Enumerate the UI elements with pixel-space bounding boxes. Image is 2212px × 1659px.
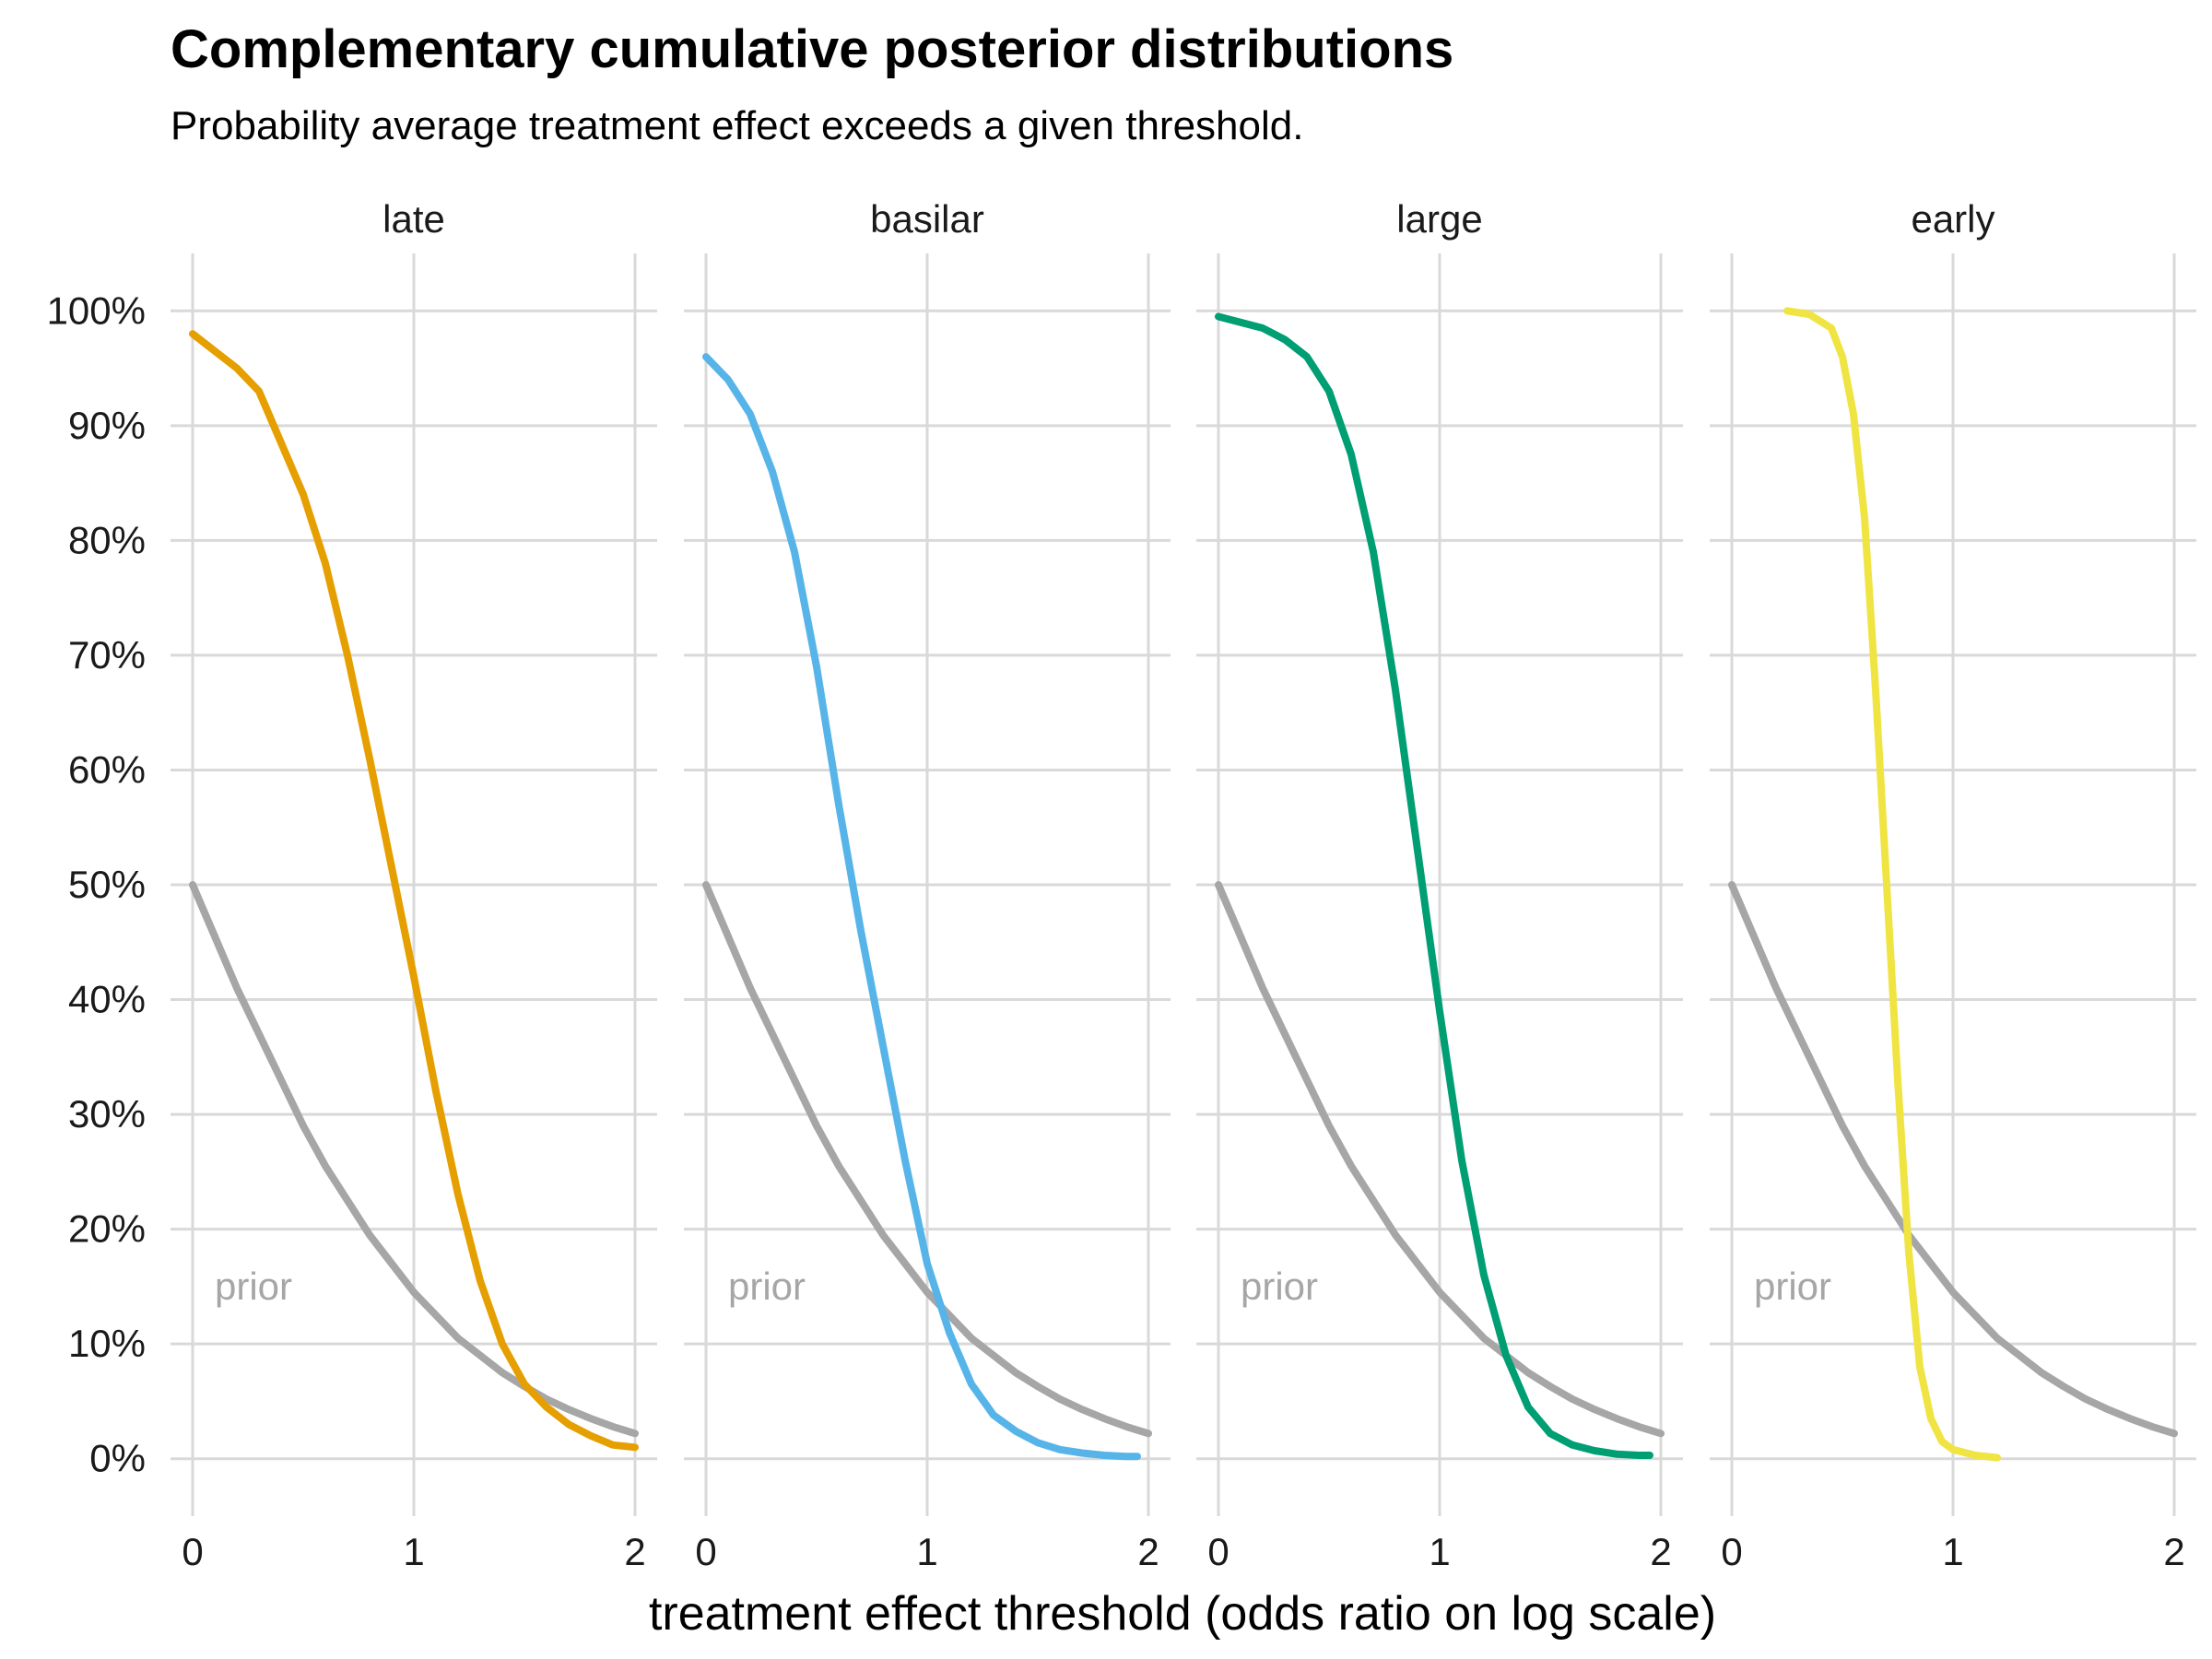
y-tick-label: 50% — [68, 863, 146, 906]
y-tick-label: 70% — [68, 633, 146, 677]
x-tick-label: 2 — [1137, 1530, 1159, 1573]
x-tick-label: 0 — [695, 1530, 716, 1573]
posterior-line-early — [1783, 307, 2001, 1462]
posterior-line-late — [189, 330, 639, 1452]
x-axis-title: treatment effect threshold (odds ratio o… — [649, 1587, 1716, 1641]
facet-label-large: large — [1396, 197, 1482, 241]
prior-line — [702, 881, 1152, 1438]
prior-label: prior — [215, 1265, 292, 1308]
y-tick-label: 20% — [68, 1207, 146, 1251]
y-tick-label: 40% — [68, 978, 146, 1021]
y-tick-label: 100% — [47, 288, 146, 332]
facet-label-basilar: basilar — [870, 197, 984, 241]
x-tick-label: 0 — [182, 1530, 203, 1573]
prior-label: prior — [728, 1265, 806, 1308]
y-tick-label: 80% — [68, 518, 146, 561]
prior-label: prior — [1754, 1265, 1831, 1308]
y-tick-label: 10% — [68, 1322, 146, 1365]
x-tick-label: 2 — [1650, 1530, 1671, 1573]
x-tick-label: 1 — [1429, 1530, 1450, 1573]
y-tick-label: 60% — [68, 747, 146, 791]
chart-title: Complementary cumulative posterior distr… — [171, 19, 1454, 79]
x-tick-label: 1 — [403, 1530, 424, 1573]
x-tick-label: 0 — [1721, 1530, 1742, 1573]
y-tick-label: 0% — [89, 1437, 146, 1480]
x-tick-label: 1 — [916, 1530, 937, 1573]
x-tick-label: 1 — [1942, 1530, 1963, 1573]
x-tick-label: 2 — [624, 1530, 645, 1573]
posterior-line-basilar — [702, 353, 1141, 1461]
prior-line — [1728, 881, 2178, 1438]
x-tick-label: 2 — [2163, 1530, 2184, 1573]
prior-line — [1215, 881, 1665, 1438]
y-tick-label: 30% — [68, 1092, 146, 1135]
prior-line — [189, 881, 639, 1438]
x-tick-label: 0 — [1207, 1530, 1229, 1573]
facet-label-early: early — [1911, 197, 1994, 241]
posterior-line-large — [1215, 312, 1653, 1459]
prior-label: prior — [1241, 1265, 1318, 1308]
y-tick-label: 90% — [68, 404, 146, 447]
chart-subtitle: Probability average treatment effect exc… — [171, 103, 1304, 148]
facet-label-late: late — [382, 197, 445, 241]
